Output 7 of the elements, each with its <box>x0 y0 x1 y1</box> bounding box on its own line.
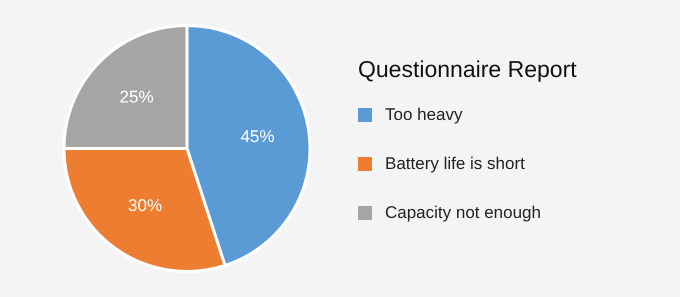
legend-label: Too heavy <box>385 105 462 125</box>
data-label: 30% <box>128 196 162 215</box>
legend-label: Battery life is short <box>385 154 525 174</box>
data-label: 45% <box>240 127 274 146</box>
data-label: 25% <box>120 88 154 107</box>
text: Questionnaire Report <box>358 56 577 83</box>
legend-label: Capacity not enough <box>385 203 541 223</box>
